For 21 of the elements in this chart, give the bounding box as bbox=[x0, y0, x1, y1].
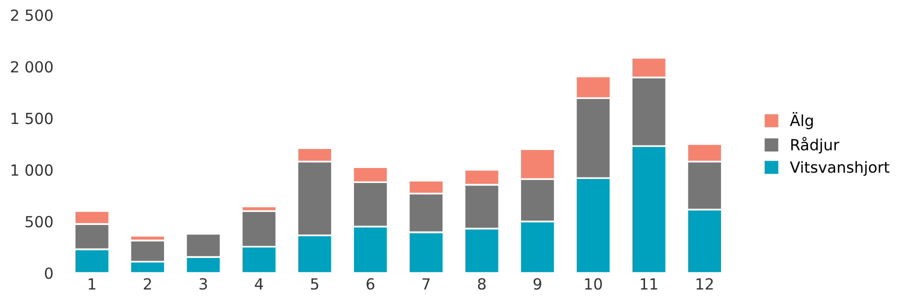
x-tick-label: 8 bbox=[478, 278, 486, 290]
x-tick-label: 4 bbox=[254, 278, 264, 290]
x-tick-label: 6 bbox=[366, 278, 374, 290]
x-tick-label: 9 bbox=[534, 278, 542, 290]
legend-label: Älg bbox=[790, 112, 813, 130]
x-tick-label: 12 bbox=[696, 278, 713, 290]
x-tick-label: 3 bbox=[200, 278, 207, 290]
legend-label: Rådjur bbox=[791, 136, 840, 154]
x-tick-label: 1 bbox=[88, 278, 96, 290]
x-tick-label: 10 bbox=[585, 278, 602, 290]
y-tick-label: 1 500 bbox=[12, 112, 53, 124]
legend-label: Vitsvanshjort bbox=[790, 161, 890, 176]
x-tick-label: 7 bbox=[422, 278, 430, 290]
y-tick-label: 2 500 bbox=[11, 9, 53, 22]
y-tick-label: 1 000 bbox=[12, 164, 53, 176]
y-tick-label: 0 bbox=[44, 267, 53, 280]
y-tick-label: 2 000 bbox=[11, 61, 53, 73]
x-tick-label: 2 bbox=[144, 278, 151, 290]
x-tick-label: 11 bbox=[640, 278, 658, 290]
x-tick-label: 5 bbox=[311, 278, 318, 290]
y-tick-label: 500 bbox=[26, 216, 53, 228]
